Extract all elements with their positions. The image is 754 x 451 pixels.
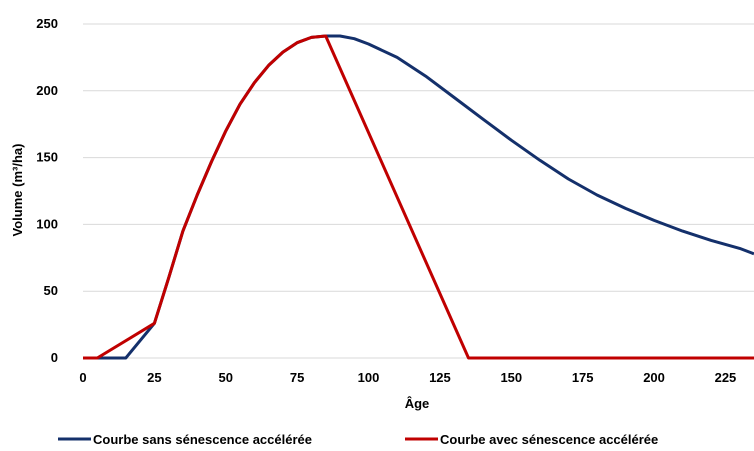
y-tick-label: 250 (36, 16, 58, 31)
x-tick-label: 125 (429, 370, 451, 385)
y-axis-title: Volume (m³/ha) (10, 144, 25, 237)
y-tick-label: 0 (51, 350, 58, 365)
y-tick-label: 150 (36, 150, 58, 165)
series-line-1 (83, 34, 754, 360)
x-tick-label: 50 (219, 370, 233, 385)
x-axis-title: Âge (405, 396, 430, 411)
x-tick-label: 75 (290, 370, 304, 385)
gridlines (83, 23, 754, 359)
x-tick-label: 225 (715, 370, 737, 385)
y-tick-label: 200 (36, 83, 58, 98)
x-tick-label: 150 (500, 370, 522, 385)
x-tick-label: 25 (147, 370, 161, 385)
series-line-2 (83, 34, 754, 360)
legend-label-1: Courbe sans sénescence accélérée (93, 432, 312, 447)
legend-label-2: Courbe avec sénescence accélérée (440, 432, 658, 447)
x-axis-ticks: 0 25 50 75 100 125 150 175 200 225 (79, 370, 736, 385)
legend: Courbe sans sénescence accélérée Courbe a… (58, 432, 658, 447)
x-tick-label: 0 (79, 370, 86, 385)
y-tick-label: 100 (36, 216, 58, 231)
y-axis-ticks: 0 50 100 150 200 250 (36, 16, 58, 365)
x-tick-label: 100 (358, 370, 380, 385)
y-tick-label: 50 (44, 283, 58, 298)
series-lines (83, 34, 754, 360)
x-tick-label: 200 (643, 370, 665, 385)
x-tick-label: 175 (572, 370, 594, 385)
